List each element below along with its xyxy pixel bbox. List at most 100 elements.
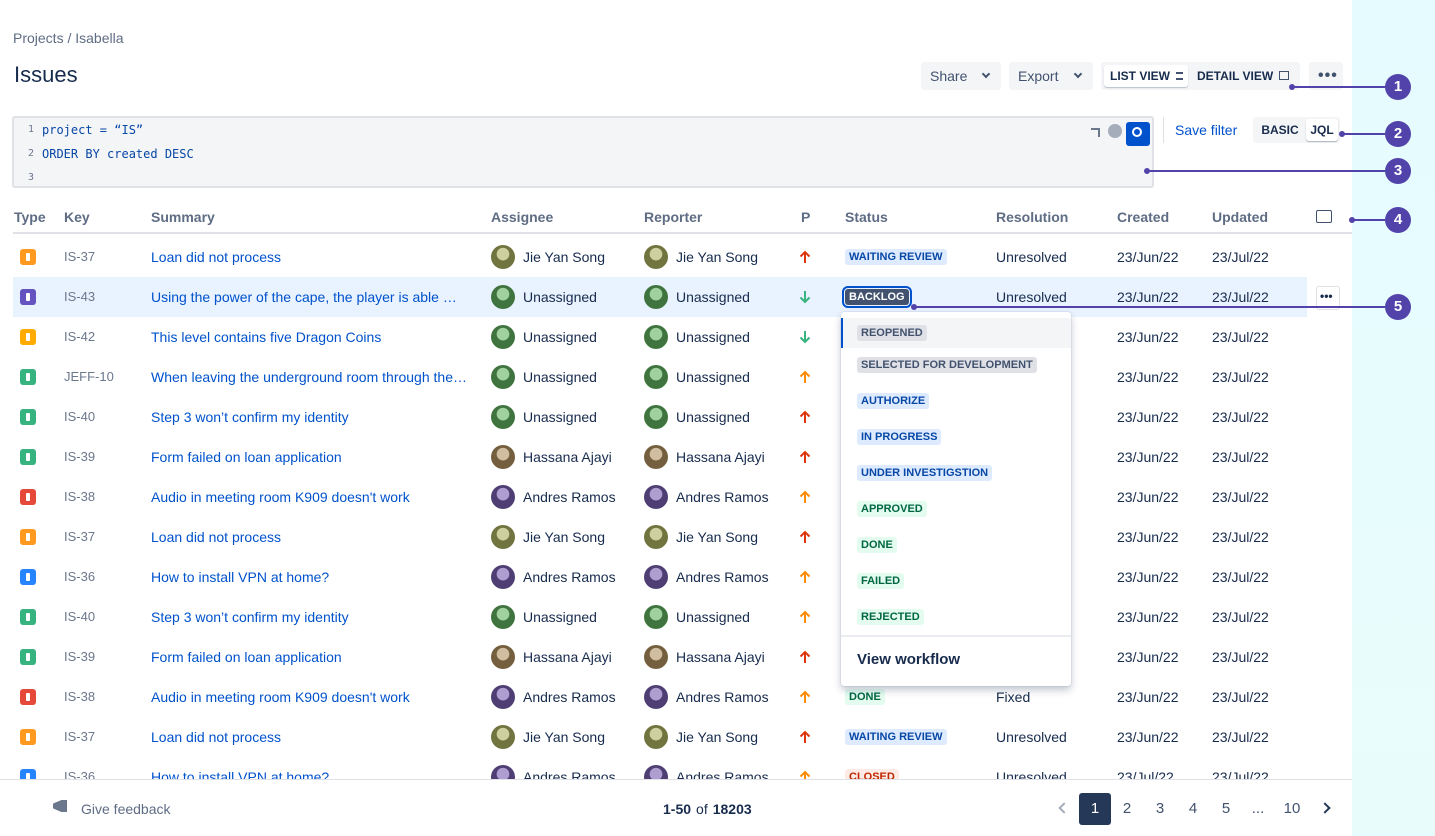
issue-summary[interactable]: Step 3 won’t confirm my identity [151, 609, 349, 625]
status-lozenge[interactable]: REJECTED [857, 609, 924, 625]
column-header[interactable]: Assignee [491, 209, 554, 225]
jql-editor: 1 2 3 project = “IS” ORDER BY created DESC [12, 116, 1154, 188]
page-button[interactable]: ... [1242, 793, 1274, 825]
issue-key[interactable]: IS-36 [64, 769, 96, 780]
status-lozenge[interactable]: APPROVED [857, 501, 927, 517]
status-lozenge[interactable]: WAITING REVIEW [845, 249, 947, 265]
issue-summary[interactable]: Using the power of the cape, the player … [151, 289, 457, 305]
issue-key[interactable]: IS-38 [64, 689, 96, 704]
issue-summary[interactable]: Form failed on loan application [151, 649, 342, 665]
person-name: Andres Ramos [676, 569, 769, 585]
column-header[interactable]: Type [14, 209, 46, 225]
help-icon[interactable] [1108, 124, 1122, 138]
status-lozenge[interactable]: DONE [857, 537, 897, 553]
issue-key[interactable]: IS-37 [64, 729, 96, 744]
type-glyph [26, 773, 30, 780]
issue-key[interactable]: IS-37 [64, 529, 96, 544]
issue-summary[interactable]: How to install VPN at home? [151, 569, 330, 585]
prev-page[interactable] [1058, 802, 1070, 814]
page-button[interactable]: 2 [1111, 793, 1143, 825]
page-button[interactable]: 1 [1079, 793, 1111, 825]
export-button[interactable]: Export [1009, 62, 1093, 90]
column-header[interactable]: P [801, 209, 811, 225]
created-date: 23/Jun/22 [1117, 489, 1179, 505]
issue-key[interactable]: IS-38 [64, 489, 96, 504]
next-page[interactable] [1319, 802, 1331, 814]
status-lozenge[interactable]: IN PROGRESS [857, 429, 942, 445]
issue-key[interactable]: IS-39 [64, 649, 96, 664]
updated-date: 23/Jul/22 [1212, 649, 1269, 665]
created-date: 23/Jun/22 [1117, 289, 1179, 305]
issue-summary[interactable]: This level contains five Dragon Coins [151, 329, 382, 345]
avatar [491, 725, 515, 749]
issue-key[interactable]: IS-42 [64, 329, 96, 344]
person-name: Jie Yan Song [523, 249, 605, 265]
give-feedback[interactable]: Give feedback [81, 801, 171, 817]
status-lozenge[interactable]: CLOSED [845, 769, 899, 780]
issue-key[interactable]: IS-43 [64, 289, 96, 304]
issue-key[interactable]: IS-36 [64, 569, 96, 584]
issue-summary[interactable]: When leaving the underground room throug… [151, 369, 467, 385]
created-date: 23/Jun/22 [1117, 729, 1179, 745]
expand-icon[interactable] [1091, 128, 1100, 137]
issue-summary[interactable]: Loan did not process [151, 529, 281, 545]
type-glyph [26, 373, 30, 381]
status-lozenge[interactable]: WAITING REVIEW [845, 729, 947, 745]
issue-summary[interactable]: Step 3 won’t confirm my identity [151, 409, 349, 425]
column-header[interactable]: Created [1117, 209, 1170, 225]
issue-summary[interactable]: Audio in meeting room K909 doesn't work [151, 689, 410, 705]
issue-summary[interactable]: Loan did not process [151, 729, 281, 745]
save-filter-link[interactable]: Save filter [1175, 122, 1238, 138]
issue-key[interactable]: IS-40 [64, 409, 96, 424]
status-lozenge[interactable]: BACKLOG [842, 286, 912, 308]
issue-summary[interactable]: Form failed on loan application [151, 449, 342, 465]
dots: ••• [1320, 289, 1333, 303]
issue-key[interactable]: IS-37 [64, 249, 96, 264]
person-name: Andres Ramos [676, 689, 769, 705]
resolution: Unresolved [996, 769, 1067, 780]
issue-summary[interactable]: How to install VPN at home? [151, 769, 330, 780]
person-name: Andres Ramos [523, 569, 616, 585]
column-picker[interactable] [1316, 210, 1332, 223]
callout-badge: 4 [1385, 207, 1411, 233]
page-button[interactable]: 3 [1144, 793, 1176, 825]
mode-button[interactable]: BASIC [1255, 119, 1305, 141]
column-header[interactable]: Summary [151, 209, 215, 225]
more-button[interactable]: ••• [1309, 62, 1343, 90]
search-button[interactable] [1126, 122, 1150, 146]
type-glyph [26, 293, 30, 301]
status-lozenge[interactable]: SELECTED FOR DEVELOPMENT [857, 357, 1037, 373]
column-header[interactable]: Key [64, 209, 90, 225]
issue-summary[interactable]: Loan did not process [151, 249, 281, 265]
person-name: Andres Ramos [523, 489, 616, 505]
priority-icon [799, 770, 811, 780]
share-button[interactable]: Share [921, 62, 1001, 90]
column-header[interactable]: Resolution [996, 209, 1069, 225]
issue-key[interactable]: IS-39 [64, 449, 96, 464]
result-count: 1-50 of 18203 [663, 799, 752, 819]
mode-button[interactable]: JQL [1306, 119, 1338, 141]
person-name: Jie Yan Song [676, 729, 758, 745]
issue-key[interactable]: IS-40 [64, 609, 96, 624]
status-lozenge[interactable]: DONE [845, 689, 885, 705]
page-button[interactable]: 4 [1177, 793, 1209, 825]
column-header[interactable]: Reporter [644, 209, 703, 225]
issue-key[interactable]: JEFF-10 [64, 369, 114, 384]
avatar [491, 325, 515, 349]
list-view-button[interactable]: LIST VIEW [1104, 65, 1188, 87]
column-header[interactable]: Updated [1212, 209, 1268, 225]
view-workflow[interactable]: View workflow [857, 651, 961, 668]
status-lozenge[interactable]: FAILED [857, 573, 905, 589]
status-lozenge[interactable]: UNDER INVESTIGSTION [857, 465, 993, 481]
callout-number: 4 [1393, 211, 1403, 228]
column-header[interactable]: Status [845, 209, 888, 225]
avatar [491, 765, 515, 780]
detail-view-button[interactable]: DETAIL VIEW [1190, 65, 1297, 87]
status-lozenge[interactable]: REOPENED [857, 325, 927, 341]
issue-summary[interactable]: Audio in meeting room K909 doesn't work [151, 489, 410, 505]
updated-date: 23/Jul/22 [1212, 729, 1269, 745]
page-button[interactable]: 10 [1276, 793, 1308, 825]
status-lozenge[interactable]: AUTHORIZE [857, 393, 930, 409]
page-button[interactable]: 5 [1210, 793, 1242, 825]
jql-line: ORDER BY created DESC [42, 147, 194, 161]
